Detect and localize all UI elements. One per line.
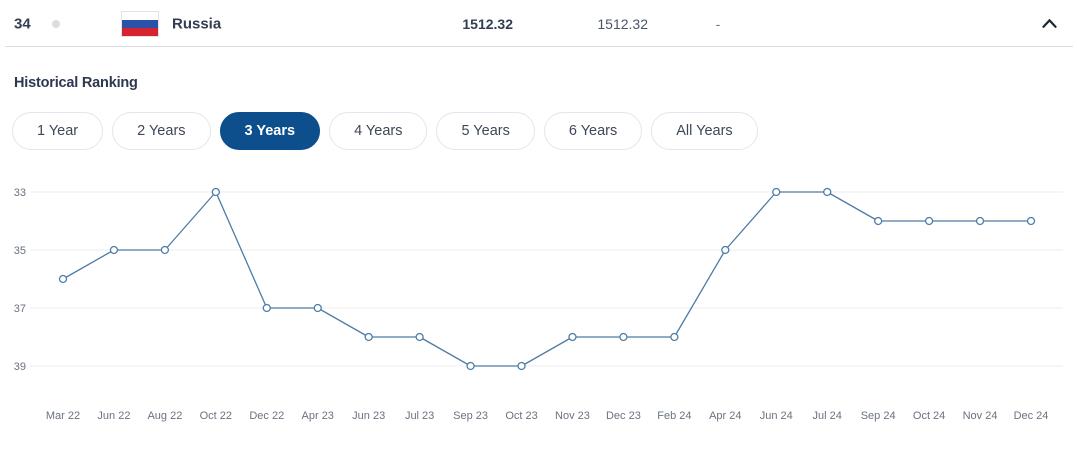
y-axis-tick-label: 37 [14,303,26,315]
x-axis-tick-label: Dec 24 [1014,410,1049,422]
x-axis-tick-label: Dec 23 [606,410,641,422]
y-axis-tick-label: 33 [14,187,26,199]
rank-change-dot-icon [52,19,60,28]
rank-number: 34 [14,15,31,32]
x-axis-tick-label: Oct 23 [505,410,537,422]
range-tabs: 1 Year 2 Years 3 Years 4 Years 5 Years 6… [12,112,1077,150]
chart-point[interactable] [568,332,577,342]
tab-3-years[interactable]: 3 Years [219,112,321,150]
chart-point[interactable] [619,332,628,342]
chevron-up-icon [1041,18,1057,28]
chart-point[interactable] [211,187,220,197]
chart-point[interactable] [313,303,322,313]
chart-point[interactable] [772,187,781,197]
x-axis-tick-label: Feb 24 [657,410,691,422]
team-name: Russia [172,15,222,32]
chart-point[interactable] [670,332,679,342]
rank-series-line [62,191,1031,367]
chart-point[interactable] [58,274,68,284]
x-axis-tick-label: Oct 24 [913,410,945,422]
chart-point[interactable] [517,361,526,371]
chart-point[interactable] [874,216,883,226]
x-axis-tick-label: Apr 24 [709,410,741,422]
previous-points: 1512.32 [597,15,648,32]
tab-1-year[interactable]: 1 Year [12,112,104,150]
x-axis-tick-label: Jun 22 [97,410,130,422]
tab-6-years[interactable]: 6 Years [543,112,643,150]
flag-stripe [122,11,158,20]
chart-point[interactable] [823,187,832,197]
historical-ranking-chart: 33 35 37 39 Mar 22 Jun 22 Aug 22 Oct 22 Dec 22 Ap… [0,158,1077,450]
y-axis-tick-label: 35 [14,245,26,257]
x-axis-tick-label: Nov 23 [555,410,590,422]
x-axis-tick-label: Mar 22 [46,410,80,422]
tab-5-years[interactable]: 5 Years [436,112,535,150]
historical-ranking-section: Historical Ranking 1 Year 2 Years 3 Year… [0,75,1077,450]
chart-point[interactable] [109,245,119,255]
russia-flag-icon [121,10,159,37]
chart-point[interactable] [975,216,985,226]
ranking-row[interactable]: 34 Russia 1512.32 1512.32 - [0,0,1077,47]
chart-point[interactable] [262,303,271,313]
x-axis-tick-label: Jun 23 [352,410,385,422]
y-axis-tick-label: 39 [14,361,26,373]
x-axis-tick-label: Oct 22 [200,410,232,422]
x-axis-tick-label: Jul 24 [813,410,842,422]
section-title: Historical Ranking [14,75,138,91]
flag-stripe [122,19,158,28]
x-axis-tick-label: Apr 23 [302,410,334,422]
collapse-row-button[interactable] [1038,13,1060,35]
tab-all-years[interactable]: All Years [651,112,758,150]
total-points: 1512.32 [462,15,513,32]
x-axis-tick-label: Sep 24 [861,410,896,422]
flag-stripe [122,27,158,36]
x-axis-tick-label: Dec 22 [249,410,284,422]
row-separator [5,46,1073,47]
tab-2-years[interactable]: 2 Years [112,112,211,150]
points-change: - [715,15,721,32]
chart-point[interactable] [364,332,373,342]
x-axis-tick-label: Jun 24 [760,410,793,422]
chart-point[interactable] [721,245,730,255]
x-axis-tick-label: Sep 23 [453,410,488,422]
x-axis-tick-label: Jul 23 [405,410,434,422]
x-axis-tick-label: Nov 24 [963,410,998,422]
chart-point[interactable] [415,332,424,342]
chart-point[interactable] [466,361,475,371]
x-axis-tick-label: Aug 22 [147,410,182,422]
chart-point[interactable] [160,245,170,255]
chart-point[interactable] [1026,216,1036,226]
line-chart: 33 35 37 39 Mar 22 Jun 22 Aug 22 Oct 22 Dec 22 Ap… [14,187,1063,422]
tab-4-years[interactable]: 4 Years [329,112,428,150]
chart-point[interactable] [924,216,934,226]
